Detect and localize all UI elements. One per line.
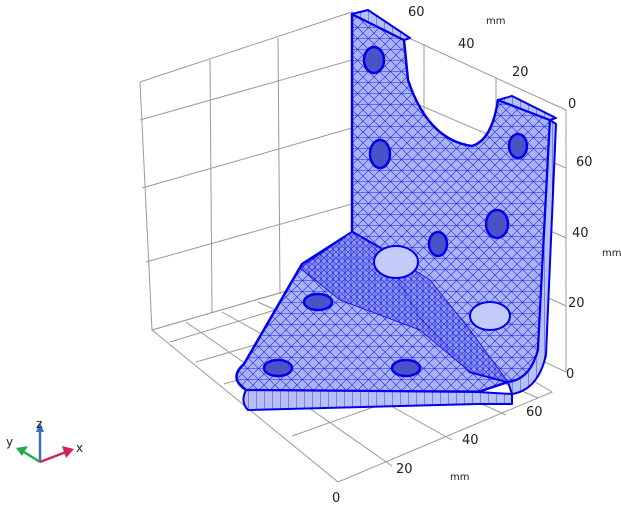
x-arrow-icon [62, 446, 74, 458]
z-axis-ticks: 60 40 20 0 mm [566, 155, 621, 382]
x-tick-0: 0 [332, 491, 340, 505]
top-edge-right [497, 95, 557, 121]
top-edge-left [351, 9, 411, 41]
z-axis-unit: mm [602, 248, 621, 259]
triad-y-label: y [6, 435, 13, 449]
y-tick-0: 0 [568, 97, 576, 112]
base-plate-edge [242, 389, 513, 411]
hole-base-3 [390, 358, 422, 378]
x-tick-60: 60 [526, 405, 543, 420]
y-arrow-icon [16, 446, 28, 456]
y-axis-unit: mm [486, 16, 505, 27]
hole-top-left [362, 45, 386, 75]
z-tick-0: 0 [566, 367, 574, 382]
z-arrow-icon [36, 422, 44, 432]
hole-center [427, 230, 449, 258]
hole-base-right [469, 301, 511, 331]
hole-base-1 [302, 292, 334, 312]
fillet-region [299, 231, 509, 383]
x-axis-unit: mm [450, 472, 469, 483]
x-tick-40: 40 [462, 433, 479, 448]
hole-mid-right [484, 208, 510, 240]
y-tick-60: 60 [408, 5, 425, 20]
z-tick-60: 60 [576, 155, 593, 170]
hole-mid-left [368, 138, 392, 170]
x-axis-ticks: 60 40 20 0 mm [332, 405, 543, 506]
y-tick-20: 20 [512, 65, 529, 80]
z-tick-20: 20 [568, 296, 585, 311]
meshed-bracket[interactable] [235, 9, 557, 411]
triad-x-label: x [76, 441, 83, 455]
x-tick-20: 20 [396, 462, 413, 477]
hole-base-2 [262, 358, 294, 378]
axis-triad: z x y [6, 417, 83, 464]
y-axis-ticks: 60 40 20 0 mm [408, 5, 576, 112]
y-tick-40: 40 [458, 37, 475, 52]
hole-base-large [373, 245, 419, 279]
hole-top-right [507, 132, 529, 160]
z-tick-40: 40 [572, 226, 589, 241]
triad-z-label: z [36, 417, 42, 431]
